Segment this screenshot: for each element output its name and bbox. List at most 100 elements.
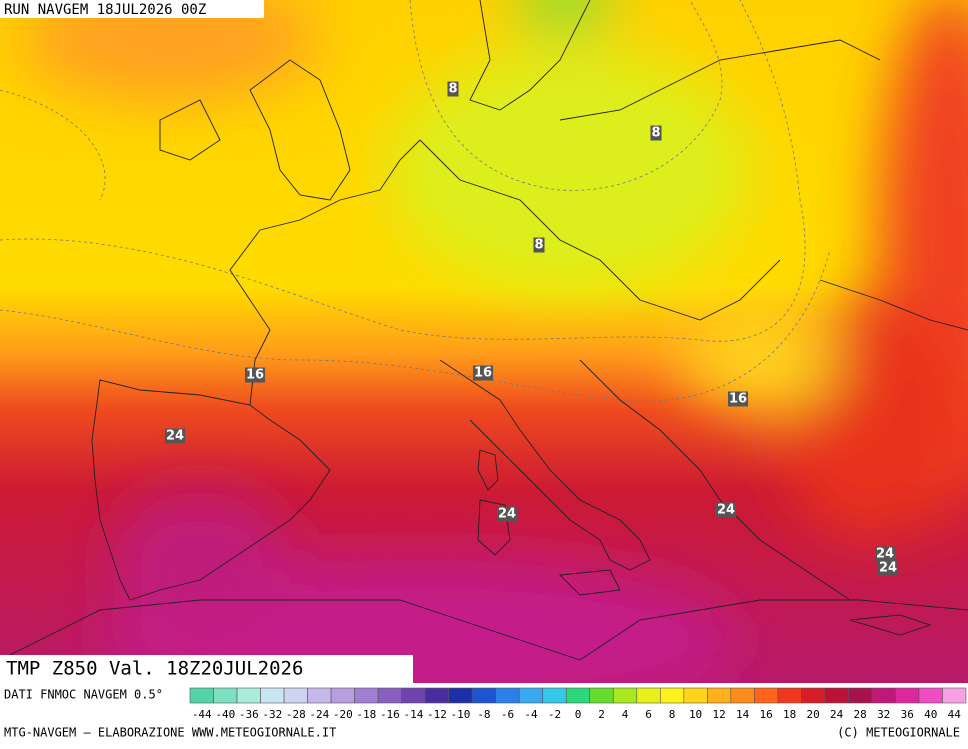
contour-label-box bbox=[874, 546, 896, 562]
legend-swatch bbox=[354, 687, 379, 704]
legend-label: -2 bbox=[548, 708, 561, 721]
legend-swatch bbox=[777, 687, 802, 704]
legend-swatch bbox=[330, 687, 355, 704]
legend-swatch bbox=[589, 687, 614, 704]
contour-label: 16 bbox=[727, 391, 749, 407]
legend-label: 12 bbox=[712, 708, 725, 721]
legend-swatch bbox=[871, 687, 896, 704]
legend-label: 16 bbox=[759, 708, 772, 721]
contour-label-text: 24 bbox=[879, 561, 897, 576]
contour-label: 24 bbox=[715, 502, 737, 518]
legend-label: 24 bbox=[830, 708, 844, 721]
legend-label: 4 bbox=[622, 708, 629, 721]
legend-label: -14 bbox=[403, 708, 423, 721]
contour-label-box bbox=[164, 428, 186, 444]
legend-swatch bbox=[730, 687, 755, 704]
legend-swatch bbox=[754, 687, 779, 704]
legend-swatch bbox=[565, 687, 591, 704]
contour-label: 24 bbox=[496, 506, 518, 522]
legend-label: 14 bbox=[736, 708, 750, 721]
legend-swatch bbox=[518, 687, 544, 704]
run-label: RUN NAVGEM 18JUL2026 00Z bbox=[4, 2, 206, 18]
contour-label-box bbox=[472, 365, 494, 381]
contour-label-box bbox=[496, 506, 518, 522]
contour-label: 24 bbox=[874, 546, 896, 562]
legend-label: -8 bbox=[477, 708, 490, 721]
contour-label-text: 8 bbox=[651, 126, 660, 141]
legend-swatch bbox=[542, 687, 567, 704]
contour-label-box bbox=[244, 367, 266, 383]
legend-label: 20 bbox=[807, 708, 820, 721]
title-box bbox=[0, 655, 413, 683]
contour-label-text: 16 bbox=[729, 392, 747, 407]
legend-label: -6 bbox=[501, 708, 514, 721]
legend-swatch bbox=[660, 687, 685, 704]
legend-swatch bbox=[236, 687, 261, 704]
legend-swatch bbox=[471, 687, 496, 704]
legend-label: 18 bbox=[783, 708, 796, 721]
legend-label: -32 bbox=[262, 708, 282, 721]
legend-label: -28 bbox=[286, 708, 306, 721]
legend-label: 44 bbox=[948, 708, 962, 721]
legend-swatch bbox=[307, 687, 332, 704]
contour-label: 24 bbox=[164, 428, 186, 444]
color-legend: -44 -40 -36 -32 -28 -24 -20 -18 -16 -14 -12 -10 -8 -6… bbox=[189, 687, 967, 721]
contour-label: 24 bbox=[877, 560, 899, 576]
legend-label: -40 bbox=[215, 708, 235, 721]
legend-label: -16 bbox=[380, 708, 400, 721]
legend-swatch bbox=[189, 687, 214, 704]
legend-label: 0 bbox=[575, 708, 582, 721]
legend-label: -4 bbox=[524, 708, 538, 721]
credit: MTG-NAVGEM – ELABORAZIONE WWW.METEOGIORN… bbox=[4, 726, 336, 740]
contour-label-text: 8 bbox=[534, 238, 543, 253]
contour-label: 16 bbox=[244, 367, 266, 383]
legend-label: 28 bbox=[854, 708, 867, 721]
legend-swatch bbox=[283, 687, 308, 704]
legend-swatch bbox=[260, 687, 285, 704]
contour-label-text: 24 bbox=[498, 507, 516, 522]
legend-swatch bbox=[495, 687, 520, 704]
legend-swatch bbox=[848, 687, 873, 704]
contour-label-box bbox=[533, 237, 545, 253]
header-box bbox=[0, 0, 264, 18]
legend-label: -10 bbox=[450, 708, 470, 721]
contour-label-text: 8 bbox=[448, 82, 457, 97]
contour-label-box bbox=[715, 502, 737, 518]
legend-swatch bbox=[895, 687, 920, 704]
copyright: (C) METEOGIORNALE bbox=[837, 726, 960, 740]
legend-swatch bbox=[612, 687, 638, 704]
contour-label-text: 24 bbox=[717, 503, 735, 518]
contour-label: 8 bbox=[650, 125, 662, 141]
legend-label: -12 bbox=[427, 708, 447, 721]
contour-label-text: 24 bbox=[876, 547, 894, 562]
contour-label: 16 bbox=[472, 365, 494, 381]
temperature-blobs bbox=[20, 0, 968, 683]
legend-label: 6 bbox=[645, 708, 652, 721]
legend-swatch bbox=[401, 687, 426, 704]
legend-label: -20 bbox=[333, 708, 353, 721]
legend-label: -18 bbox=[356, 708, 376, 721]
legend-label: 2 bbox=[598, 708, 605, 721]
legend-swatch bbox=[824, 687, 849, 704]
legend-label: 8 bbox=[669, 708, 676, 721]
legend-label: -36 bbox=[239, 708, 259, 721]
map-title: TMP Z850 Val. 18Z20JUL2026 bbox=[6, 658, 303, 680]
legend-label: 40 bbox=[924, 708, 937, 721]
legend-swatch bbox=[801, 687, 826, 704]
legend-swatch bbox=[918, 687, 943, 704]
contour-label: 8 bbox=[447, 81, 459, 97]
isotherms bbox=[0, 0, 831, 402]
legend-swatch bbox=[707, 687, 732, 704]
legend-swatch bbox=[377, 687, 402, 704]
legend-swatch bbox=[683, 687, 708, 704]
contour-label-box bbox=[650, 125, 662, 141]
legend-swatch bbox=[636, 687, 661, 704]
legend-label: -24 bbox=[309, 708, 329, 721]
legend-swatch bbox=[424, 687, 449, 704]
legend-swatch bbox=[942, 687, 967, 704]
contour-label-box bbox=[447, 81, 459, 97]
legend-swatch bbox=[213, 687, 238, 704]
